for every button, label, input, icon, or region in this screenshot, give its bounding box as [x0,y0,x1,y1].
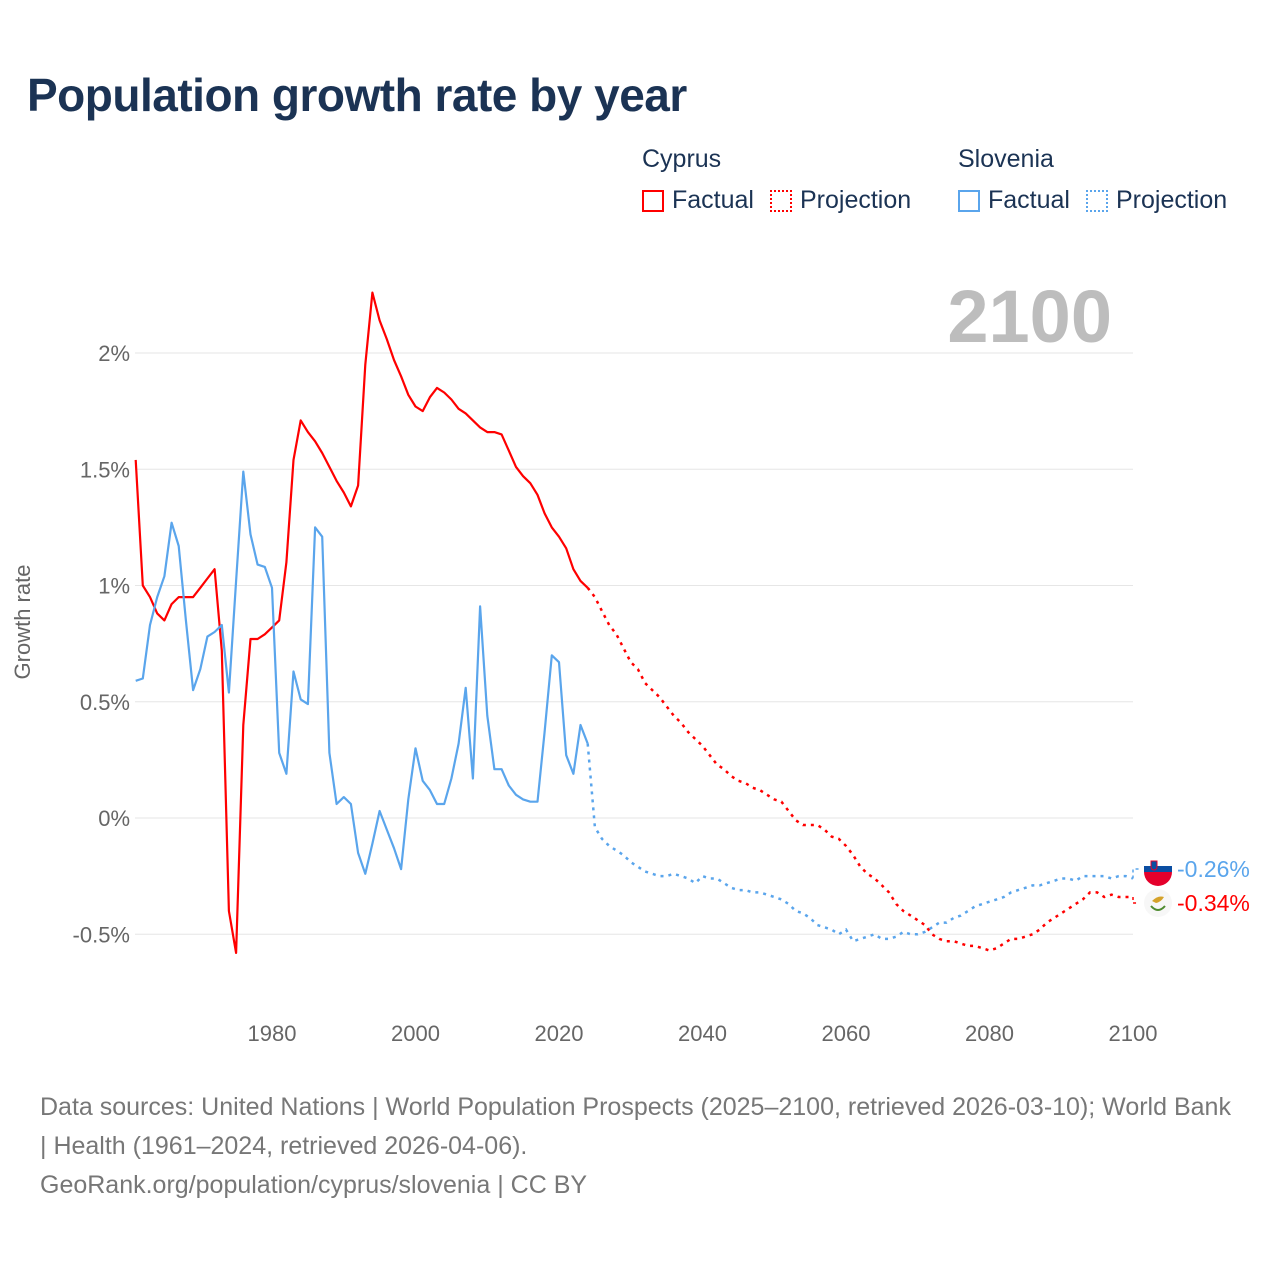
legend-cyprus-name: Cyprus [642,145,722,173]
solid-swatch-icon [642,189,664,212]
flag-red [1144,872,1172,886]
slovenia-projection-line [586,743,1134,943]
solid-swatch-icon [958,189,980,212]
year-overlay: 2100 [947,275,1112,358]
y-tick-label: 2% [98,341,130,366]
flag-blue [1144,866,1172,872]
slovenia-factual-line [135,470,589,875]
slovenia-flag-icon [1144,855,1172,886]
x-tick-label: 1980 [248,1021,297,1046]
chart-title: Population growth rate by year [27,69,687,121]
cyprus-flag-icon [1144,889,1172,917]
legend-label: Factual [672,186,754,214]
x-tick-label: 2000 [391,1021,440,1046]
y-tick-label: 1% [98,574,130,599]
legend-label: Factual [988,186,1070,214]
x-tick-label: 2040 [678,1021,727,1046]
x-tick-label: 2060 [822,1021,871,1046]
y-tick-label: 0.5% [80,690,130,715]
x-tick-label: 2020 [535,1021,584,1046]
cyprus-projection-line [586,587,1133,952]
legend-slovenia: Slovenia Factual Projection [958,145,1243,215]
legend-cyprus-projection[interactable]: Projection [769,186,912,215]
slovenia-end-value: -0.26% [1177,856,1250,882]
flag-branches [1150,905,1166,911]
legend-cyprus-factual[interactable]: Factual [642,186,754,215]
credit-link[interactable]: GeoRank.org/population/cyprus/slovenia |… [40,1171,588,1199]
legend-cyprus: Cyprus Factual Projection [642,145,927,215]
cyprus-end-value: -0.34% [1177,890,1250,916]
flag-island [1152,896,1164,903]
slovenia-end-connector [1132,868,1139,879]
y-tick-label: 0% [98,806,130,831]
flag-white [1144,889,1172,917]
footer: Data sources: United Nations | World Pop… [40,1088,1240,1205]
legend-slovenia-name: Slovenia [958,145,1054,173]
legend-slovenia-factual[interactable]: Factual [958,186,1070,215]
x-tick-label: 2080 [965,1021,1014,1046]
y-tick-label: -0.5% [73,922,130,947]
cyprus-end-connector [1132,897,1139,904]
dotted-swatch-icon [769,189,792,212]
x-tick-label: 2100 [1109,1021,1158,1046]
flag-shield [1150,860,1158,871]
legend-label: Projection [1115,186,1228,214]
cyprus-factual-line [134,291,589,954]
dotted-swatch-icon [1085,189,1108,212]
legend-slovenia-projection[interactable]: Projection [1085,186,1228,215]
data-sources: Data sources: United Nations | World Pop… [40,1093,1231,1160]
legend-label: Projection [799,186,912,214]
y-tick-label: 1.5% [80,457,130,482]
